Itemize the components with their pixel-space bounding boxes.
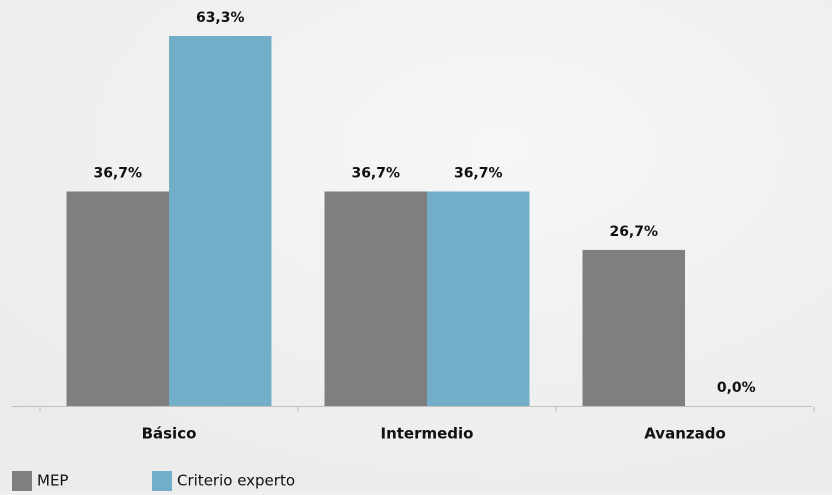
value-label: 36,7% (93, 165, 142, 181)
x-tick-label: Intermedio (381, 425, 474, 443)
legend-label: MEP (37, 472, 68, 490)
bar (169, 36, 272, 406)
value-label: 36,7% (351, 165, 400, 181)
value-label: 63,3% (196, 10, 245, 26)
x-tick-label: Avanzado (644, 425, 726, 443)
bar (427, 191, 530, 406)
bar (66, 191, 169, 406)
legend-swatch (12, 471, 32, 491)
value-label: 0,0% (717, 380, 756, 396)
x-tick-label: Básico (142, 425, 197, 443)
legend-label: Criterio experto (177, 472, 295, 490)
bar (582, 249, 685, 406)
legend-swatch (152, 471, 172, 491)
value-label: 36,7% (454, 165, 503, 181)
bar (324, 191, 427, 406)
value-label: 26,7% (609, 224, 658, 240)
